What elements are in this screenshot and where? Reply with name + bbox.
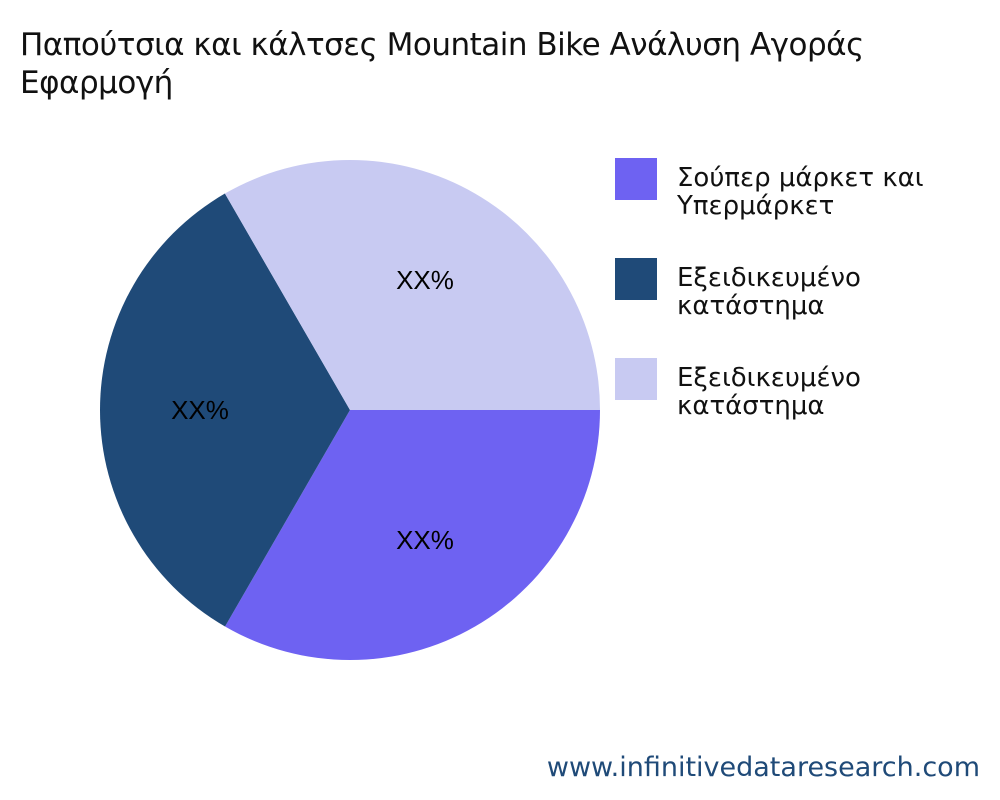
legend-swatch	[615, 358, 657, 400]
slice-data-label: XX%	[171, 395, 229, 425]
legend-swatch	[615, 258, 657, 300]
title-line-2: Εφαρμογή	[20, 65, 173, 101]
pie-slice[interactable]	[99, 193, 350, 627]
slice-data-label: XX%	[396, 525, 454, 555]
legend-label: Σούπερ μάρκετ και Υπερμάρκετ	[677, 163, 924, 221]
legend: Σούπερ μάρκετ και Υπερμάρκετ Εξειδικευμέ…	[615, 158, 997, 458]
legend-item[interactable]: Σούπερ μάρκετ και Υπερμάρκετ	[615, 158, 997, 258]
watermark-link[interactable]: www.infinitivedataresearch.com	[546, 752, 980, 783]
legend-item[interactable]: Εξειδικευμένο κατάστημα	[615, 258, 997, 358]
legend-label: Εξειδικευμένο κατάστημα	[677, 263, 861, 321]
chart-title: Παπούτσια και κάλτσες Mountain Bike Ανάλ…	[20, 26, 864, 102]
legend-label: Εξειδικευμένο κατάστημα	[677, 363, 861, 421]
pie-slice[interactable]	[224, 159, 601, 410]
legend-swatch	[615, 158, 657, 200]
legend-item[interactable]: Εξειδικευμένο κατάστημα	[615, 358, 997, 458]
slice-data-label: XX%	[396, 265, 454, 295]
pie-slice[interactable]	[225, 410, 600, 661]
title-line-1: Παπούτσια και κάλτσες Mountain Bike Ανάλ…	[20, 27, 864, 63]
